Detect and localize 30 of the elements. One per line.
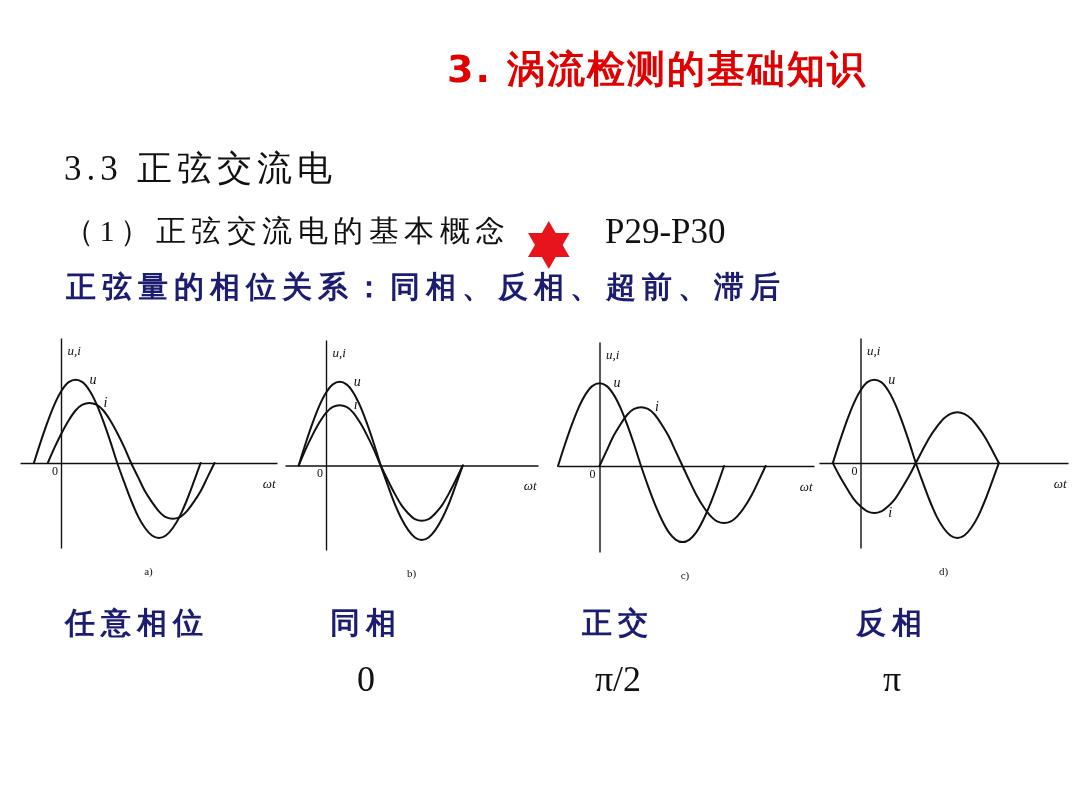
text: （1）正弦交流电的基本概念: [64, 214, 511, 247]
text: π/2: [594, 659, 642, 700]
x-axis-title: ωt: [1053, 475, 1067, 491]
text: c): [680, 569, 690, 582]
text: 3. 涡流检测的基础知识: [447, 47, 868, 91]
series-label: i: [103, 395, 108, 410]
text: a): [144, 565, 153, 578]
annotation: 0: [52, 464, 58, 479]
text: 同相: [330, 606, 402, 639]
x-axis-title: ωt: [523, 478, 537, 493]
text: 3.3 正弦交流电: [64, 149, 337, 189]
text: P29-P30: [605, 212, 726, 252]
text: b): [406, 567, 417, 580]
y-axis-title: u,i: [67, 342, 82, 358]
text: π: [882, 659, 902, 700]
text: 任意相位: [65, 606, 209, 639]
series-label: i: [655, 399, 660, 415]
text: 反相: [856, 606, 928, 639]
text: d): [938, 565, 949, 578]
text: 正弦量的相位关系：同相、反相、超前、滞后: [66, 270, 786, 303]
y-axis-title: u,i: [332, 344, 347, 360]
x-axis-title: ωt: [799, 478, 813, 494]
y-axis-title: u,i: [867, 342, 881, 358]
text: 0: [357, 659, 375, 700]
series-label: u: [613, 375, 621, 391]
series-label: u: [89, 371, 97, 387]
annotation: 0: [589, 467, 596, 482]
y-axis-title: u,i: [606, 346, 620, 362]
text: 正交: [582, 606, 654, 639]
x-axis-title: ωt: [262, 475, 276, 491]
